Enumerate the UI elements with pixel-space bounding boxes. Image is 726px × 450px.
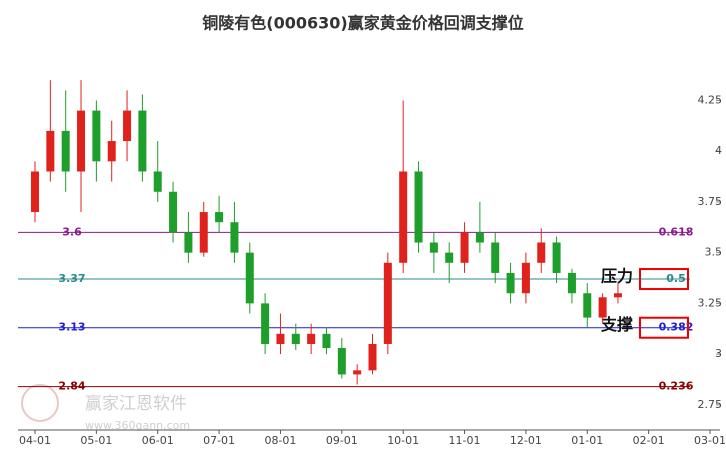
fib-price-label: 3.37: [58, 272, 85, 285]
watermark: 赢家江恩软件: [85, 394, 187, 414]
x-tick-label: 02-01: [633, 434, 665, 447]
fib-ratio-label: 0.5: [666, 272, 686, 285]
fib-price-label: 2.84: [58, 380, 85, 393]
candle-body: [261, 303, 270, 344]
y-tick-label: 4.25: [698, 93, 723, 106]
annotation: 压力: [601, 267, 633, 286]
x-tick-label: 01-01: [571, 434, 603, 447]
candle-body: [399, 171, 408, 263]
fib-ratio-label: 0.618: [659, 225, 694, 238]
candle-body: [383, 262, 392, 344]
candle-body: [291, 333, 300, 344]
candle-body: [353, 370, 362, 375]
candle-body: [138, 110, 147, 172]
fib-ratio-label: 0.382: [659, 321, 694, 334]
x-tick-label: 10-01: [387, 434, 419, 447]
candle-body: [123, 110, 132, 142]
x-tick-label: 05-01: [80, 434, 112, 447]
candle-body: [230, 222, 239, 253]
fib-ratio-label: 0.236: [659, 380, 694, 393]
candle-body: [276, 333, 285, 344]
candle-body: [169, 191, 178, 233]
candle-body: [184, 232, 193, 253]
candle-body: [215, 212, 224, 223]
x-tick-label: 07-01: [203, 434, 235, 447]
candle-body: [92, 110, 101, 162]
chart-title: 铜陵有色(000630)赢家黄金价格回调支撑位: [202, 14, 523, 33]
candle-body: [491, 242, 500, 273]
candle-body: [552, 242, 561, 273]
candle-body: [46, 130, 55, 172]
x-tick-label: 04-01: [19, 434, 51, 447]
watermark-logo: [21, 384, 59, 422]
candle-body: [31, 171, 39, 213]
x-tick-label: 11-01: [449, 434, 481, 447]
candle-body: [506, 272, 515, 294]
candle-body: [598, 297, 607, 318]
y-tick-label: 3.5: [705, 246, 723, 259]
candle-body: [337, 348, 346, 375]
candle-body: [445, 252, 454, 263]
y-tick-label: 3.25: [698, 296, 723, 309]
candle-body: [245, 252, 254, 304]
candle-body: [521, 262, 530, 294]
x-tick-label: 08-01: [264, 434, 296, 447]
candle-body: [307, 333, 316, 344]
x-tick-label: 06-01: [142, 434, 174, 447]
candle-body: [460, 232, 469, 263]
candle-body: [153, 171, 162, 192]
candle-body: [322, 333, 331, 349]
candle-body: [199, 212, 208, 253]
y-tick-label: 4: [715, 144, 722, 157]
x-tick-label: 03-01: [694, 434, 726, 447]
y-tick-label: 3: [715, 347, 722, 360]
y-tick-label: 3.75: [698, 195, 723, 208]
candle-body: [429, 242, 438, 253]
candle-body: [77, 110, 86, 172]
highlight-box: [639, 316, 689, 339]
candle-body: [61, 130, 70, 172]
candle-body: [567, 272, 576, 294]
watermark-url: www.360gann.com: [85, 419, 190, 432]
y-tick-label: 2.75: [698, 398, 723, 411]
candle-body: [583, 293, 592, 318]
fib-price-label: 3.13: [58, 321, 85, 334]
x-tick-label: 12-01: [510, 434, 542, 447]
highlight-box: [639, 268, 689, 291]
candle-body: [475, 232, 484, 243]
candle-body: [537, 242, 546, 263]
candle-body: [368, 343, 377, 371]
annotation: 支撑: [600, 315, 633, 334]
candle-body: [107, 141, 116, 162]
candle-body: [414, 171, 423, 243]
fib-price-label: 3.6: [62, 225, 82, 238]
x-tick-label: 09-01: [326, 434, 358, 447]
candle-body: [613, 293, 622, 298]
